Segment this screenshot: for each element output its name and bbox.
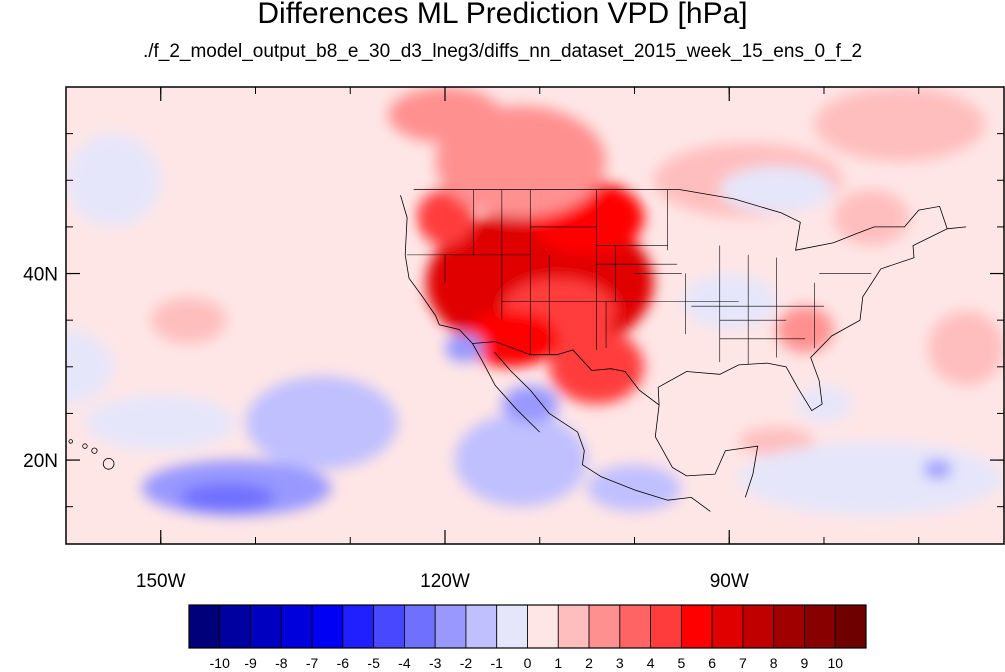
coastline-segment [493, 351, 711, 512]
island-outline [102, 457, 115, 470]
x-tick-label: 90W [710, 571, 749, 592]
colorbar-box [711, 604, 744, 649]
field-blob [84, 394, 237, 451]
coastline-segment [413, 189, 948, 251]
colorbar-label: -7 [306, 655, 319, 671]
field-blob [587, 464, 682, 512]
island-outline [68, 439, 73, 444]
colorbar-box [465, 604, 498, 649]
colorbar-label: -5 [367, 655, 380, 671]
colorbar-box [280, 604, 313, 649]
field-blob [928, 310, 1004, 386]
colorbar-label: -10 [210, 655, 230, 671]
colorbar-label: 7 [739, 655, 747, 671]
colorbar-label: -9 [244, 655, 257, 671]
colorbar-box [588, 604, 621, 649]
colorbar-label: -2 [460, 655, 473, 671]
field-blob [454, 413, 588, 507]
field-blob [923, 460, 952, 479]
colorbar-label: 10 [827, 655, 843, 671]
colorbar-box [804, 604, 836, 649]
coastline-segment [472, 341, 660, 406]
colorbar-label: -6 [337, 655, 350, 671]
island-outline [91, 447, 98, 454]
colorbar-label: -3 [429, 655, 442, 671]
colorbar-label: -8 [275, 655, 288, 671]
field-blob [501, 385, 559, 423]
vpd-difference-field [66, 87, 1004, 544]
colorbar-box [342, 604, 375, 649]
colorbar-label: -4 [398, 655, 411, 671]
colorbar-box [311, 604, 344, 649]
colorbar-box [557, 604, 590, 649]
colorbar-label: -1 [491, 655, 504, 671]
colorbar-box [650, 604, 682, 649]
coastline-segment [400, 195, 540, 433]
field-blob [833, 189, 910, 246]
y-tick-label: 20N [23, 451, 58, 472]
colorbar-box [373, 604, 405, 649]
colorbar-label: 5 [677, 655, 685, 671]
colorbar-label: 9 [801, 655, 809, 671]
colorbar-box [219, 604, 251, 649]
field-blob [179, 483, 275, 512]
colorbar-label: 4 [647, 655, 655, 671]
colorbar-box [527, 604, 559, 649]
coastline-overlay [68, 189, 967, 512]
field-blob [463, 310, 559, 367]
colorbar-label: 0 [524, 655, 532, 671]
field-blob [776, 306, 834, 353]
colorbar-frame [188, 604, 867, 649]
colorbar-box [250, 604, 282, 649]
field-blob [795, 385, 853, 423]
field-blob [293, 189, 408, 283]
state-borders [407, 189, 872, 364]
colorbar-box [773, 604, 805, 649]
colorbar-label: 8 [770, 655, 778, 671]
field-blob [738, 441, 1004, 517]
field-blob [416, 189, 474, 246]
field-blob [66, 329, 114, 405]
field-blob [814, 87, 986, 162]
field-blob [719, 166, 834, 213]
island-outline [82, 443, 88, 449]
colorbar-label: 2 [585, 655, 593, 671]
field-blob [66, 133, 161, 227]
colorbar-box [680, 604, 713, 649]
map-axes: 150W 120W 90W 20N 40N [23, 86, 1004, 592]
colorbar-label: 1 [554, 655, 562, 671]
colorbar-box [188, 604, 221, 649]
field-blob [444, 334, 483, 363]
colorbar-box [619, 604, 651, 649]
coastline-segment [654, 404, 759, 498]
x-tick-label: 150W [136, 571, 186, 592]
colorbar-box [404, 604, 436, 649]
colorbar-box [742, 604, 775, 649]
coastline-segment [657, 226, 967, 412]
chart-subtitle: ./f_2_model_output_b8_e_30_d3_lneg3/diff… [142, 41, 863, 62]
chart-title: Differences ML Prediction VPD [hPa] [257, 0, 748, 30]
colorbar-box [496, 604, 528, 649]
colorbar-label: 3 [616, 655, 624, 671]
field-blob [151, 296, 228, 344]
colorbar-box [834, 604, 867, 649]
field-blob [388, 87, 502, 143]
x-tick-label: 120W [420, 571, 470, 592]
colorbar-label: 6 [708, 655, 716, 671]
map-frame [65, 86, 1005, 545]
field-blob [549, 329, 644, 405]
colorbar-box [434, 604, 467, 649]
field-blob [246, 376, 398, 470]
y-tick-label: 40N [23, 265, 58, 286]
colorbar: -10 -9 -8 -7 -6 -5 -4 -3 -2 -1 0 1 2 3 4 5 6 7 8 9 10 [188, 604, 867, 671]
